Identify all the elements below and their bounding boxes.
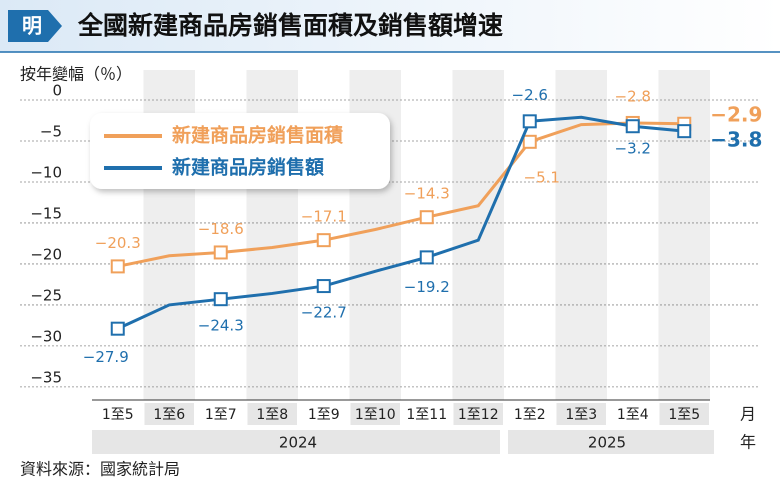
legend-label: 新建商品房銷售額 (172, 156, 324, 179)
header-bg (0, 0, 780, 52)
data-label: −20.3 (95, 234, 141, 252)
point-marker (316, 279, 331, 294)
data-label: −24.3 (198, 317, 244, 335)
data-label: −18.6 (198, 220, 244, 238)
x-cell (453, 403, 503, 425)
legend-label: 新建商品房銷售面積 (172, 124, 343, 147)
column-band (452, 70, 504, 400)
year-cell (508, 430, 714, 454)
data-label: −5.1 (524, 168, 560, 186)
series-line (117, 115, 685, 331)
y-tick-label: −35 (30, 368, 62, 386)
point-marker (213, 292, 228, 307)
y-tick-label: −5 (40, 122, 62, 140)
data-label: −22.7 (301, 304, 347, 322)
point-marker (213, 245, 228, 260)
x-cell (144, 403, 194, 425)
x-cell (659, 403, 709, 425)
point-marker (110, 259, 125, 274)
year-label: 2025 (588, 434, 626, 452)
x-tick-label: 1至2 (514, 407, 546, 423)
year-unit: 年 (740, 433, 756, 452)
y-tick-label: −20 (30, 245, 62, 263)
x-tick-label: 1至10 (355, 407, 396, 423)
logo (8, 10, 62, 42)
x-tick-label: 1至8 (256, 407, 288, 423)
y-tick-label: −10 (30, 163, 62, 181)
x-cell (299, 403, 349, 425)
point-marker (316, 233, 331, 248)
x-cell (608, 403, 658, 425)
series-line (117, 121, 685, 268)
x-tick-label: 1至3 (565, 407, 597, 423)
y-tick-label: −25 (30, 286, 62, 304)
y-tick-label: 0 (52, 82, 62, 100)
point-marker (419, 210, 434, 225)
x-cell (402, 403, 452, 425)
point-marker (522, 134, 537, 149)
x-tick-label: 1至12 (458, 407, 499, 423)
x-tick-label: 1至5 (668, 407, 700, 423)
data-label: −3.8 (710, 128, 762, 152)
x-cell (196, 403, 246, 425)
year-cell (92, 430, 500, 454)
data-label: −17.1 (301, 208, 347, 226)
point-marker (522, 114, 537, 129)
point-marker (625, 119, 640, 134)
x-tick-label: 1至4 (617, 407, 649, 423)
x-cell (505, 403, 555, 425)
chart-title: 全國新建商品房銷售面積及銷售額增速 (77, 11, 503, 40)
point-marker (677, 124, 692, 139)
x-tick-label: 1至9 (308, 407, 340, 423)
data-label: −19.2 (404, 278, 450, 296)
point-marker (419, 250, 434, 265)
data-label: −2.6 (512, 86, 548, 104)
legend-box (90, 113, 390, 189)
y-tick-label: −30 (30, 327, 62, 345)
y-axis-label: 按年變幅（％） (20, 65, 132, 84)
data-label: −14.3 (404, 185, 450, 203)
data-label: −3.2 (615, 140, 651, 158)
data-label: −2.8 (615, 87, 651, 105)
x-tick-label: 1至6 (153, 407, 185, 423)
x-unit: 月 (740, 405, 756, 424)
x-tick-label: 1至11 (406, 407, 447, 423)
logo-text: 明 (22, 14, 42, 38)
x-tick-label: 1至7 (205, 407, 237, 423)
y-tick-label: −15 (30, 204, 62, 222)
x-cell (93, 403, 143, 425)
point-marker (110, 321, 125, 336)
year-label: 2024 (279, 434, 317, 452)
x-cell (350, 403, 400, 425)
x-tick-label: 1至5 (102, 407, 134, 423)
x-cell (247, 403, 297, 425)
data-label: −27.9 (83, 348, 129, 366)
source: 資料來源：國家統計局 (20, 460, 180, 479)
x-cell (556, 403, 606, 425)
data-label: −2.9 (710, 102, 762, 126)
